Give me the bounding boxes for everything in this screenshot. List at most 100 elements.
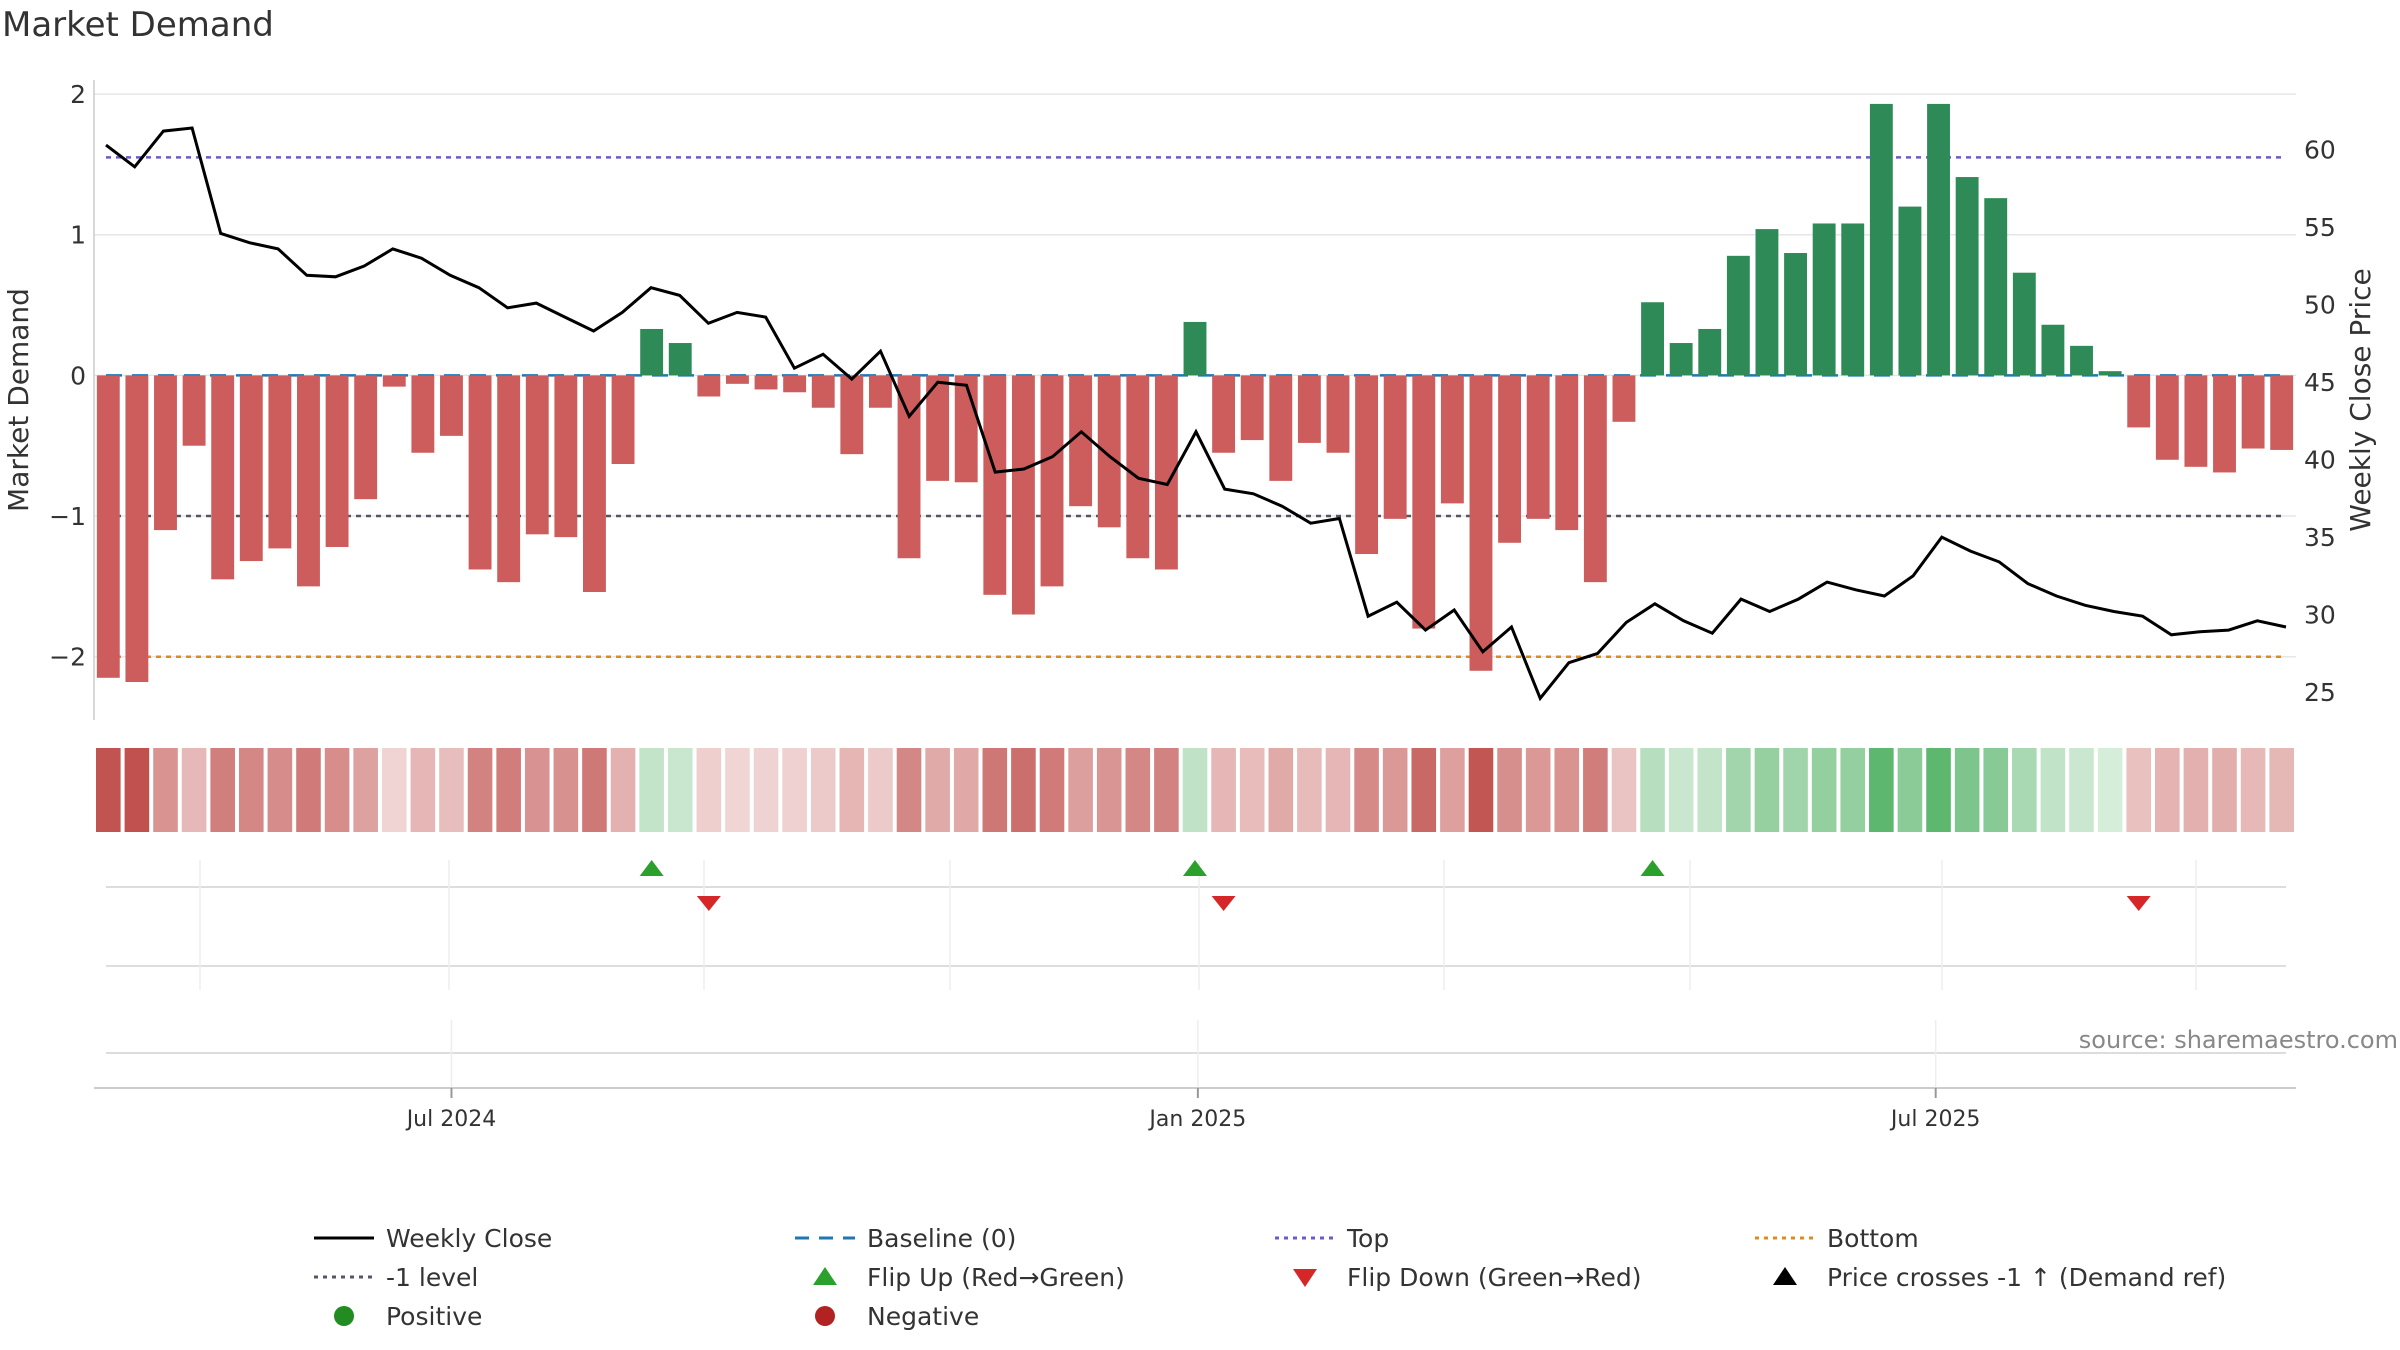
heat-cell <box>2155 748 2180 832</box>
demand-bar <box>1240 375 1264 441</box>
y2-tick-label: 60 <box>2304 136 2336 165</box>
demand-bar <box>1183 321 1207 376</box>
heat-cell <box>1125 748 1151 832</box>
legend-label: Top <box>1346 1224 1389 1253</box>
legend-item: Flip Up (Red→Green) <box>813 1263 1125 1292</box>
heat-cell <box>1840 748 1866 832</box>
legend: Weekly Close Baseline (0) Top Bottom -1 leve… <box>314 1224 2226 1331</box>
demand-bar <box>2041 324 2065 376</box>
x-tick-label: Jul 2024 <box>405 1107 497 1132</box>
demand-bar <box>1641 302 1664 376</box>
heat-cell <box>1926 748 1951 832</box>
heat-cell <box>410 748 436 832</box>
demand-bar <box>611 375 635 464</box>
demand-bar <box>668 343 692 376</box>
y-axis-label: Market Demand <box>2 288 35 512</box>
heat-cell <box>210 748 235 832</box>
legend-swatch-triangle-up <box>813 1267 837 1285</box>
flip-up-marker <box>1183 860 1207 876</box>
y-tick-label: 1 <box>70 221 86 250</box>
heat-cell <box>96 748 121 832</box>
heat-cell <box>1611 748 1637 832</box>
heat-cell <box>953 748 979 832</box>
demand-bar <box>1383 375 1407 519</box>
heat-cell <box>1754 748 1780 832</box>
demand-bar <box>811 375 835 408</box>
heat-cell <box>1211 748 1236 832</box>
heat-cell <box>1954 748 1980 832</box>
demand-bar <box>1355 375 1379 555</box>
legend-item: Negative <box>815 1302 979 1331</box>
flip-down-marker <box>2126 896 2151 911</box>
demand-bar <box>783 375 807 393</box>
legend-swatch-circle <box>334 1306 354 1326</box>
heat-cell <box>2097 748 2123 832</box>
heat-cell <box>496 748 521 832</box>
y2-axis-label: Weekly Close Price <box>2344 268 2377 531</box>
legend-swatch-triangle-up <box>1773 1267 1797 1285</box>
heat-cell <box>1411 748 1437 832</box>
heat-cell <box>1697 748 1723 832</box>
flip-up-marker <box>1640 860 1665 876</box>
demand-bar <box>1612 375 1636 422</box>
heat-cell <box>381 748 407 832</box>
flip-marker-panel <box>106 860 2286 1088</box>
legend-label: Bottom <box>1827 1224 1919 1253</box>
demand-bar <box>2070 345 2093 376</box>
heat-cell <box>1011 748 1036 832</box>
demand-bar <box>2213 375 2236 473</box>
heat-cell <box>1039 748 1065 832</box>
heat-cell <box>1182 748 1208 832</box>
source-credit: source: sharemaestro.com <box>2079 1026 2398 1054</box>
heat-cell <box>1668 748 1694 832</box>
heat-cell <box>267 748 293 832</box>
demand-bar <box>840 375 864 455</box>
heat-cell <box>2269 748 2294 832</box>
demand-bar <box>1297 375 1321 443</box>
demand-bar <box>754 375 778 390</box>
demand-bar <box>1726 255 1750 376</box>
legend-item: Flip Down (Green→Red) <box>1293 1263 1642 1292</box>
demand-bar <box>2098 371 2122 376</box>
demand-bar <box>125 375 149 683</box>
demand-bar <box>897 375 921 559</box>
y2-tick-label: 40 <box>2304 446 2336 475</box>
demand-bar <box>497 375 521 583</box>
heat-cell <box>553 748 579 832</box>
demand-bar <box>1526 375 1550 519</box>
heat-cell <box>1726 748 1751 832</box>
demand-heat-strip <box>96 748 2294 832</box>
y2-tick-label: 30 <box>2304 601 2336 630</box>
heat-cell <box>1583 748 1608 832</box>
demand-bar <box>1812 223 1836 376</box>
demand-bar <box>297 375 320 587</box>
demand-bar <box>382 375 406 387</box>
heat-cell <box>1497 748 1522 832</box>
demand-bar <box>1698 328 1722 376</box>
heat-cell <box>810 748 836 832</box>
demand-bar <box>1212 375 1236 453</box>
demand-bar <box>1841 223 1865 376</box>
y-tick-label: −1 <box>49 502 86 531</box>
heat-cell <box>725 748 750 832</box>
demand-bar <box>1898 206 1922 376</box>
heat-cell <box>1354 748 1379 832</box>
demand-bar <box>325 375 349 547</box>
heat-cell <box>2040 748 2066 832</box>
demand-bar <box>411 375 435 453</box>
legend-label: Baseline (0) <box>867 1224 1016 1253</box>
demand-bar <box>1011 375 1035 615</box>
heat-cell <box>1325 748 1351 832</box>
demand-bar <box>1498 375 1522 543</box>
heat-cell <box>467 748 493 832</box>
y-tick-label: −2 <box>49 643 86 672</box>
heat-cell <box>839 748 865 832</box>
legend-swatch-triangle-down <box>1293 1269 1317 1287</box>
demand-bar <box>1927 103 1950 376</box>
demand-bar <box>440 375 463 436</box>
legend-label: Negative <box>867 1302 979 1331</box>
demand-bar <box>154 375 177 531</box>
demand-bar <box>182 375 206 446</box>
legend-item: Top <box>1275 1224 1389 1253</box>
